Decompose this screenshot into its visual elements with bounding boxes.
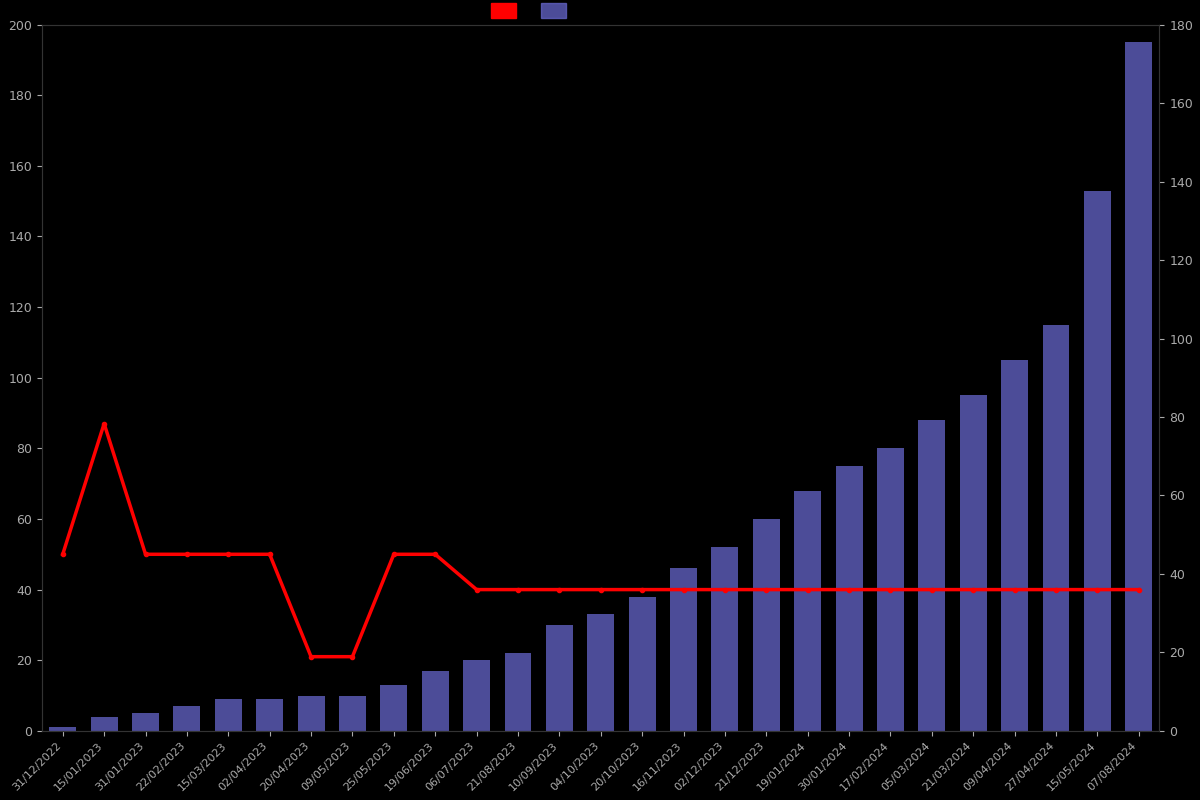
Bar <box>918 420 946 731</box>
Bar <box>49 727 76 731</box>
Bar <box>794 490 821 731</box>
Bar <box>835 466 863 731</box>
Bar <box>960 395 986 731</box>
Bar <box>546 625 572 731</box>
Bar <box>338 695 366 731</box>
Legend: , : , <box>491 3 577 18</box>
Bar <box>174 706 200 731</box>
Bar <box>1001 360 1028 731</box>
Bar <box>215 699 241 731</box>
Bar <box>298 695 324 731</box>
Bar <box>1084 190 1111 731</box>
Bar <box>670 569 697 731</box>
Bar <box>877 448 904 731</box>
Bar <box>463 660 490 731</box>
Bar <box>257 699 283 731</box>
Bar <box>132 713 158 731</box>
Bar <box>712 547 738 731</box>
Bar <box>1043 325 1069 731</box>
Bar <box>1126 42 1152 731</box>
Bar <box>504 653 532 731</box>
Bar <box>587 614 614 731</box>
Bar <box>629 597 655 731</box>
Bar <box>91 717 118 731</box>
Bar <box>380 685 407 731</box>
Bar <box>421 671 449 731</box>
Bar <box>752 519 780 731</box>
